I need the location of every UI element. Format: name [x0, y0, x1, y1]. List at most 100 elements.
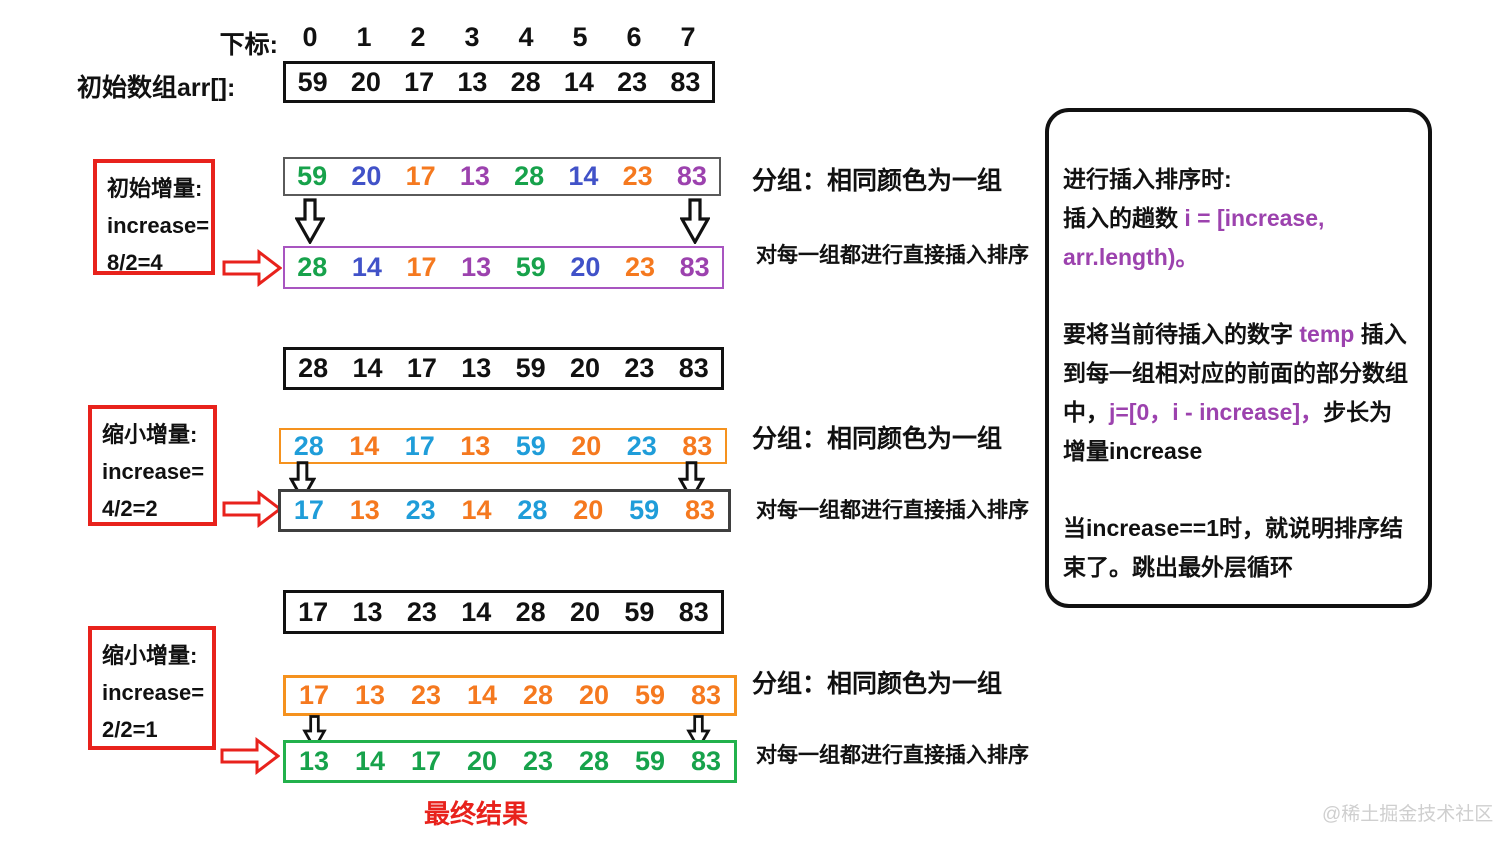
array-value: 59 — [634, 746, 666, 776]
array-value: 28 — [298, 353, 329, 383]
array-value: 14 — [461, 596, 492, 627]
panel-text-line: 到每一组相对应的前面的部分数组 — [1063, 360, 1408, 386]
array-value: 13 — [354, 680, 386, 710]
red-right-arrow-icon — [222, 489, 283, 529]
array-value: 28 — [578, 746, 610, 776]
array-value: 17 — [293, 495, 324, 525]
array-value: 1 — [356, 21, 372, 52]
array-value: 17 — [405, 161, 436, 191]
array-value: 14 — [351, 252, 382, 282]
step1-grouped-array: 59 20 17 13 28 14 23 83 — [283, 157, 721, 196]
step2-box-line: increase= — [102, 459, 205, 484]
array-value: 7 — [680, 21, 696, 52]
array-value: 17 — [404, 430, 435, 461]
array-value: 83 — [690, 746, 722, 776]
array-value: 13 — [459, 161, 490, 191]
array-value: 28 — [514, 161, 545, 191]
step3-box-line: 2/2=1 — [102, 717, 158, 742]
array-value: 14 — [563, 66, 594, 97]
array-value: 28 — [510, 66, 541, 97]
down-arrow-icon — [294, 198, 326, 246]
panel-paragraph: 要将当前待插入的数字 temp 插入 到每一组相对应的前面的部分数组 中，j=[… — [1063, 315, 1414, 471]
array-value: 28 — [515, 596, 546, 627]
step1-increment-box: 初始增量: increase= 8/2=4 — [93, 159, 215, 275]
array-value: 13 — [457, 66, 488, 97]
array-value: 20 — [571, 430, 602, 461]
array-value: 20 — [570, 252, 601, 282]
step2-input-array: 28 14 17 13 59 20 23 83 — [283, 347, 724, 390]
index-row-label: 下标: — [219, 31, 278, 59]
array-value: 83 — [679, 252, 710, 282]
array-value: 5 — [572, 21, 588, 52]
panel-text-line: 进行插入排序时: — [1063, 166, 1232, 192]
step1-sorted-array: 28 14 17 13 59 20 23 83 — [283, 246, 724, 289]
array-value: 23 — [626, 430, 657, 461]
step1-box-line: 初始增量: — [107, 176, 203, 201]
step3-increment-box: 缩小增量: increase= 2/2=1 — [88, 626, 216, 750]
step3-grouped-array: 17 13 23 14 28 20 59 83 — [283, 675, 737, 716]
step3-group-caption: 分组：相同颜色为一组 — [752, 670, 1003, 698]
array-value: 28 — [517, 495, 548, 525]
step2-group-caption: 分组：相同颜色为一组 — [752, 425, 1003, 453]
array-value: 83 — [682, 430, 713, 461]
array-value: 59 — [297, 161, 328, 191]
array-value: 17 — [406, 353, 437, 383]
explanation-panel: 进行插入排序时: 插入的趟数 i = [increase, arr.length… — [1045, 108, 1432, 608]
array-value: 59 — [515, 430, 546, 461]
array-value: 59 — [634, 680, 666, 710]
array-value: 2 — [410, 21, 426, 52]
array-value: 23 — [617, 66, 648, 97]
array-value: 13 — [461, 252, 492, 282]
red-right-arrow-icon — [220, 736, 281, 776]
panel-text-line: 要将当前待插入的数字 temp 插入 — [1063, 321, 1407, 347]
step2-sorted-array: 17 13 23 14 28 20 59 83 — [278, 489, 731, 532]
panel-text-line: 插入的趟数 i = [increase, — [1063, 205, 1325, 231]
panel-text-line: 束了。跳出最外层循环 — [1063, 554, 1293, 580]
index-row: 0 1 2 3 4 5 6 7 — [283, 20, 715, 54]
step3-box-line: 缩小增量: — [102, 643, 198, 668]
array-value: 23 — [406, 596, 437, 627]
step2-increment-box: 缩小增量: increase= 4/2=2 — [88, 405, 217, 526]
array-value: 83 — [670, 66, 701, 97]
array-value: 83 — [685, 495, 716, 525]
panel-paragraph: 进行插入排序时: 插入的趟数 i = [increase, arr.length… — [1063, 160, 1414, 277]
array-value: 20 — [573, 495, 604, 525]
array-value: 83 — [678, 596, 709, 627]
array-value: 59 — [629, 495, 660, 525]
array-value: 0 — [302, 21, 318, 52]
array-value: 20 — [466, 746, 498, 776]
down-arrow-icon — [686, 715, 711, 752]
array-value: 83 — [690, 680, 722, 710]
array-value: 20 — [350, 66, 381, 97]
array-value: 14 — [349, 430, 380, 461]
red-right-arrow-icon — [222, 248, 283, 288]
array-value: 14 — [466, 680, 498, 710]
array-value: 14 — [352, 353, 383, 383]
step2-box-line: 缩小增量: — [102, 422, 198, 447]
array-value: 14 — [461, 495, 492, 525]
array-value: 28 — [293, 430, 324, 461]
array-value: 20 — [578, 680, 610, 710]
array-value: 23 — [622, 161, 653, 191]
array-value: 20 — [570, 353, 601, 383]
array-value: 23 — [410, 680, 442, 710]
step2-sort-caption: 对每一组都进行直接插入排序 — [756, 499, 1029, 522]
array-value: 14 — [354, 746, 386, 776]
array-value: 20 — [351, 161, 382, 191]
down-arrow-icon — [679, 198, 711, 246]
array-value: 59 — [515, 353, 546, 383]
array-value: 59 — [297, 66, 328, 97]
array-value: 17 — [298, 680, 330, 710]
initial-array: 59 20 17 13 28 14 23 83 — [283, 61, 715, 103]
panel-text-line: arr.length)。 — [1063, 244, 1199, 270]
array-value: 14 — [568, 161, 599, 191]
panel-text-line: 中，j=[0，i - increase]，步长为 — [1063, 399, 1393, 425]
array-value: 17 — [410, 746, 442, 776]
array-value: 23 — [522, 746, 554, 776]
array-value: 13 — [298, 746, 330, 776]
array-value: 28 — [522, 680, 554, 710]
array-value: 4 — [518, 21, 534, 52]
array-value: 83 — [676, 161, 707, 191]
step2-grouped-array: 28 14 17 13 59 20 23 83 — [279, 428, 727, 464]
